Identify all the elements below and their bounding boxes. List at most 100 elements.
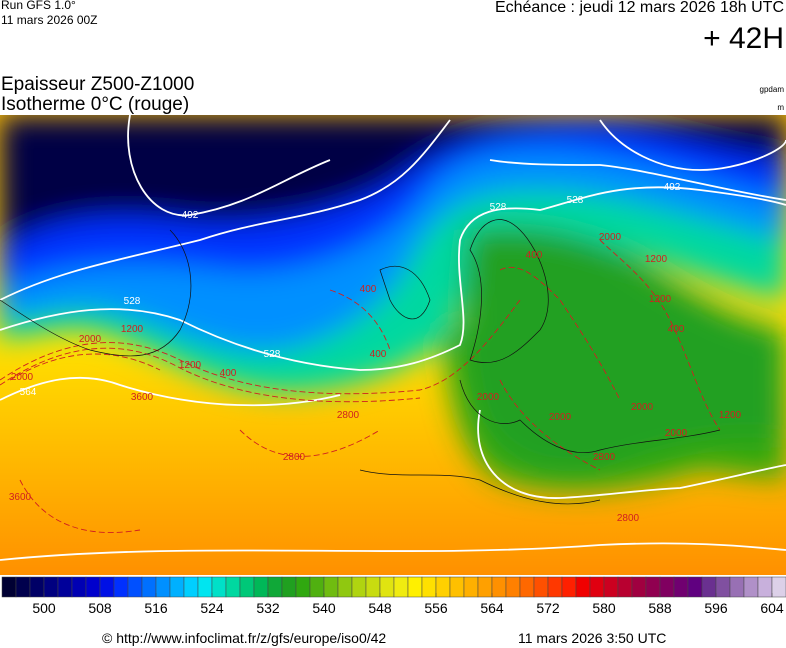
isotherm-label: 1200 — [649, 294, 672, 305]
thickness-label: 528 — [264, 349, 281, 360]
colorbar-cell — [589, 576, 605, 598]
isotherm-label: 400 — [370, 349, 387, 360]
colorbar-cell — [547, 576, 563, 598]
isotherm-label: 1200 — [179, 360, 202, 371]
colorbar-cell — [323, 576, 339, 598]
colorbar-cell — [85, 576, 101, 598]
colorbar-cell — [505, 576, 521, 598]
colorbar-cell — [267, 576, 283, 598]
colorbar-cell — [631, 576, 647, 598]
colorbar-cell — [15, 576, 31, 598]
colorbar-cell — [617, 576, 633, 598]
colorbar-tick-label: 588 — [648, 600, 672, 616]
colorbar-tick-label: 524 — [200, 600, 224, 616]
colorbar-cell — [197, 576, 213, 598]
isotherm-label: 2800 — [617, 513, 640, 524]
colorbar-cell — [211, 576, 227, 598]
colorbar: 500 508 516 524 532 540 548 556 564 572 580 588 596 6… — [1, 576, 786, 616]
run-label: Run GFS 1.0° — [1, 0, 76, 12]
colorbar-cell — [29, 576, 45, 598]
colorbar-cell — [309, 576, 325, 598]
colorbar-cell — [379, 576, 395, 598]
isotherm-label: 1200 — [121, 324, 144, 335]
thickness-label: 564 — [20, 387, 37, 398]
colorbar-cell — [253, 576, 269, 598]
isotherm-label: 2800 — [337, 410, 360, 421]
isotherm-label: 2800 — [593, 452, 616, 463]
colorbar-cell — [673, 576, 689, 598]
colorbar-cell — [351, 576, 367, 598]
colorbar-cell — [295, 576, 311, 598]
isotherm-label: 400 — [360, 284, 377, 295]
colorbar-tick-label: 604 — [760, 600, 784, 616]
thickness-field — [0, 115, 786, 491]
colorbar-cell — [57, 576, 73, 598]
colorbar-cell — [127, 576, 143, 598]
colorbar-cell — [99, 576, 115, 598]
colorbar-cell — [71, 576, 87, 598]
thickness-label: 528 — [567, 195, 584, 206]
isotherm-label: 2000 — [11, 372, 34, 383]
map: 492 492 528 528 528 528 564 400 400 400 … — [0, 115, 786, 575]
colorbar-cell — [575, 576, 591, 598]
colorbar-cell — [533, 576, 549, 598]
colorbar-cell — [491, 576, 507, 598]
colorbar-cell — [561, 576, 577, 598]
colorbar-cell — [155, 576, 171, 598]
colorbar-cell — [715, 576, 731, 598]
isotherm-label: 2000 — [549, 412, 572, 423]
colorbar-cell — [225, 576, 241, 598]
lead-time: + 42H — [703, 22, 784, 55]
colorbar-tick-label: 596 — [704, 600, 728, 616]
colorbar-cell — [1, 576, 17, 598]
colorbar-cell — [449, 576, 465, 598]
isotherm-label: 2800 — [283, 452, 306, 463]
colorbar-tick-label: 548 — [368, 600, 392, 616]
colorbar-cell — [421, 576, 437, 598]
isotherm-label: 2000 — [631, 402, 654, 413]
isotherm-label: 2000 — [665, 428, 688, 439]
unit-thickness: gpdam — [760, 85, 785, 94]
isotherm-label: 1200 — [645, 254, 668, 265]
isotherm-label: 400 — [526, 250, 543, 261]
thickness-label: 528 — [490, 202, 507, 213]
colorbar-tick-label: 516 — [144, 600, 168, 616]
colorbar-tick-label: 532 — [256, 600, 280, 616]
colorbar-cell — [701, 576, 717, 598]
colorbar-cell — [337, 576, 353, 598]
colorbar-cell — [645, 576, 661, 598]
colorbar-cell — [43, 576, 59, 598]
colorbar-tick-label: 572 — [536, 600, 560, 616]
thickness-contours — [0, 115, 786, 561]
colorbar-tick-label: 580 — [592, 600, 616, 616]
colorbar-cell — [407, 576, 423, 598]
colorbar-cell — [169, 576, 185, 598]
colorbar-tick-label: 556 — [424, 600, 448, 616]
colorbar-cell — [659, 576, 675, 598]
colorbar-cell — [281, 576, 297, 598]
isotherm-label: 400 — [668, 324, 685, 335]
colorbar-cell — [757, 576, 773, 598]
footer-date: 11 mars 2026 3:50 UTC — [518, 630, 666, 646]
colorbar-cell — [239, 576, 255, 598]
isotherm-label: 400 — [220, 368, 237, 379]
isotherm-label: 3600 — [9, 492, 32, 503]
colorbar-tick-label: 508 — [88, 600, 112, 616]
colorbar-cell — [183, 576, 199, 598]
isotherm-label: 2000 — [477, 392, 500, 403]
colorbar-cell — [477, 576, 493, 598]
colorbar-tick-label: 564 — [480, 600, 504, 616]
isotherm-label: 2000 — [599, 232, 622, 243]
unit-isotherm: m — [777, 103, 784, 112]
colorbar-tick-label: 540 — [312, 600, 336, 616]
thickness-label: 492 — [664, 182, 681, 193]
valid-time: Echéance : jeudi 12 mars 2026 18h UTC — [495, 0, 784, 16]
colorbar-cell — [743, 576, 759, 598]
colorbar-cell — [519, 576, 535, 598]
colorbar-cell — [463, 576, 479, 598]
title-line-2: Isotherme 0°C (rouge) — [1, 94, 189, 115]
colorbar-cell — [393, 576, 409, 598]
colorbar-cell — [771, 576, 786, 598]
isotherm-label: 1200 — [719, 410, 742, 421]
